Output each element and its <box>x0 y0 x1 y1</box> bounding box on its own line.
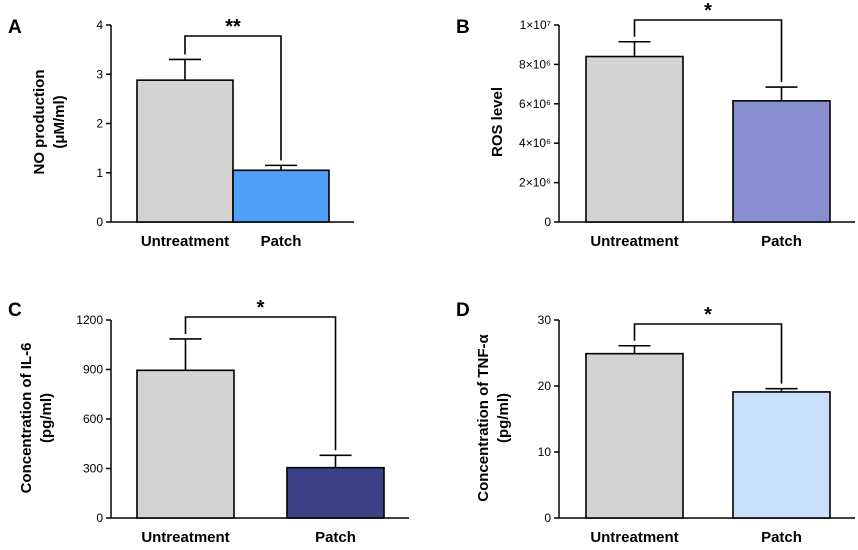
panel-c-y-tick-label: 1200 <box>76 313 103 327</box>
panel-d-y-axis-label: Concentration of TNF-α (pg/ml) <box>475 333 512 501</box>
panel-a-bar-patch <box>232 169 330 223</box>
panel-b-category-label: Patch <box>761 233 802 250</box>
panel-b-bar-untreatment <box>585 55 684 223</box>
panel-c-y-tick-label: 300 <box>83 462 103 476</box>
panel-c-category-label: Patch <box>315 529 356 545</box>
panel-d-letter: D <box>456 300 470 321</box>
panel-b-category-label: Untreatment <box>590 233 678 250</box>
panel-d-y-tick-label: 20 <box>538 379 552 393</box>
panel-d-y-tick-label: 10 <box>538 445 552 459</box>
panel-a-bar-untreatment <box>136 79 234 223</box>
panel-b-significance-label: * <box>704 0 712 22</box>
panel-c-y-tick-label: 0 <box>96 511 103 525</box>
panel-a-y-tick-label: 1 <box>96 166 103 180</box>
panel-a-significance-bracket <box>184 35 282 161</box>
panel-c-letter: C <box>8 300 22 321</box>
panel-d-significance-label: * <box>704 304 712 326</box>
panel-d-y-axis-label-line: Concentration of TNF-α <box>475 333 492 501</box>
panel-a-y-axis-label: NO production (μM/ml) <box>31 70 68 175</box>
panel-c: C 0 300 600 900 1200 Untreatment Patch * Concentr… <box>8 297 409 546</box>
panel-b-y-tick-label: 1×10⁷ <box>520 18 551 32</box>
panel-b: B 0 2×10⁶ 4×10⁶ 6×10⁶ 8×10⁶ 1×10⁷ Untreatment Pa… <box>456 0 855 250</box>
panel-d-bar-untreatment <box>585 352 684 519</box>
panel-b-y-axis-label: ROS level <box>489 87 506 157</box>
panel-a-category-label: Untreatment <box>141 233 229 250</box>
panel-d: D 0 10 20 30 Untreatment Patch * Concentration o… <box>456 300 855 546</box>
panel-c-significance-label: * <box>257 297 265 319</box>
panel-a-category-label: Patch <box>261 233 302 250</box>
panel-a-y-axis-label-line: NO production <box>31 70 48 175</box>
panel-c-y-axis-label: Concentration of IL-6 (pg/ml) <box>18 343 55 494</box>
panel-b-y-tick-label: 4×10⁶ <box>519 136 551 150</box>
panel-b-significance-bracket <box>633 19 783 83</box>
panel-a-y-tick-label: 0 <box>96 215 103 229</box>
panel-d-category-label: Patch <box>761 529 802 545</box>
panel-a-y-axis-label-line: (μM/ml) <box>51 95 68 148</box>
panel-c-y-axis-label-line: Concentration of IL-6 <box>18 343 35 494</box>
panel-d-y-axis-label-line: (pg/ml) <box>495 393 512 443</box>
panel-c-y-axis-label-line: (pg/ml) <box>38 393 55 443</box>
panel-a-y-tick-label: 2 <box>96 117 103 131</box>
panel-d-bar-patch <box>732 391 831 519</box>
panel-c-category-label: Untreatment <box>141 529 229 545</box>
panel-c-significance-bracket <box>184 316 337 451</box>
panel-a-significance-label: ** <box>225 16 241 38</box>
panel-c-bar-patch <box>286 466 385 519</box>
panel-b-y-tick-label: 6×10⁶ <box>519 97 551 111</box>
panel-b-y-axis-label-line: ROS level <box>489 87 506 157</box>
panel-b-y-tick-label: 8×10⁶ <box>519 57 551 71</box>
panel-b-y-tick-label: 2×10⁶ <box>519 176 551 190</box>
panel-b-letter: B <box>456 17 470 38</box>
panel-a-y-tick-label: 3 <box>96 67 103 81</box>
panel-d-significance-bracket <box>633 323 783 384</box>
panel-c-y-tick-label: 900 <box>83 363 103 377</box>
panel-b-y-tick-label: 0 <box>544 215 551 229</box>
panel-b-bar-patch <box>732 100 831 223</box>
panel-d-y-tick-label: 30 <box>538 313 552 327</box>
panel-c-y-tick-label: 600 <box>83 412 103 426</box>
panel-a-y-tick-label: 4 <box>96 18 103 32</box>
panel-a: A 0 1 2 3 4 Untreatment Patch ** NO production (μM… <box>8 16 354 250</box>
panel-d-category-label: Untreatment <box>590 529 678 545</box>
panel-c-bar-untreatment <box>136 369 235 519</box>
panel-a-letter: A <box>8 17 22 38</box>
panel-d-y-tick-label: 0 <box>544 511 551 525</box>
